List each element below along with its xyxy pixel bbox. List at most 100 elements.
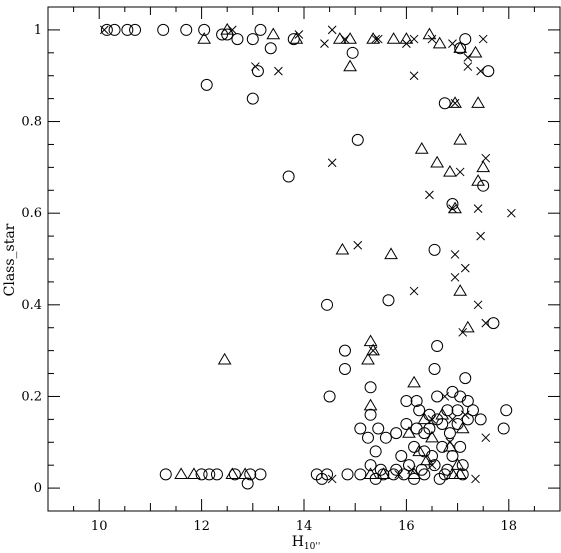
triangle-marker [366,343,380,356]
cross-marker [320,39,329,49]
circle-marker [390,427,403,440]
cross-marker [427,460,437,470]
circle-marker [482,65,495,78]
data-markers [99,22,516,490]
triangle-marker [453,132,468,145]
cross-marker [471,474,480,484]
circle-marker [246,33,259,46]
circle-marker [431,390,444,403]
circle-marker [402,459,415,472]
circle-marker [428,362,441,375]
triangle-marker [425,430,439,443]
triangle-marker [402,426,416,438]
cross-marker [99,25,109,35]
circle-marker [121,23,134,36]
circle-marker [395,450,408,463]
cross-marker [463,53,473,62]
y-tick-label: 0.6 [21,206,42,221]
triangle-marker [445,467,460,480]
x-axis-label-main: H [292,534,304,550]
circle-marker [461,395,474,408]
cross-marker [353,240,363,250]
circle-marker [372,422,385,435]
triangle-marker [468,45,483,58]
circle-marker [446,450,459,463]
triangle-marker [471,174,485,186]
circle-marker [254,23,267,36]
circle-marker [428,243,441,256]
circle-marker [451,404,464,417]
cross-marker [427,34,437,44]
triangle-marker [435,407,450,420]
triangle-marker [363,398,378,411]
circle-marker [210,468,223,481]
cross-marker [327,25,337,35]
circle-marker [241,477,254,490]
x-tick-label: 16 [398,519,415,534]
circle-marker [443,427,456,440]
circle-marker [436,440,449,453]
triangle-marker [363,334,378,347]
circle-marker [369,445,382,458]
y-tick-label: 1 [34,23,42,38]
x-axis-label: H10'' [292,534,321,552]
circle-marker [198,23,211,36]
circle-marker [264,42,277,55]
circle-marker [354,468,367,481]
cross-marker [460,410,470,420]
circle-marker [157,23,170,36]
cross-marker [448,39,457,49]
triangle-marker [217,352,232,365]
x-tick-label: 10 [91,519,108,534]
circle-marker [436,417,449,430]
cross-marker [448,204,457,213]
circle-marker [203,468,216,481]
circle-marker [338,344,351,357]
cross-marker [507,208,516,218]
cross-marker [373,34,383,44]
triangle-marker [220,22,235,35]
x-axis-label-subscript: 10'' [304,542,320,552]
circle-marker [438,97,451,110]
circle-marker [254,468,267,481]
triangle-marker [335,242,350,255]
circle-marker [341,468,354,481]
triangle-marker [453,41,468,53]
cross-marker [440,392,450,401]
circle-marker [487,317,500,330]
y-tick-label: 0.4 [21,298,42,313]
y-tick-label: 0 [34,481,42,496]
cross-marker [460,263,470,273]
circle-marker [108,23,121,36]
triangle-marker [361,352,375,365]
circle-marker [228,468,241,481]
tick-labels: 10 12 14 16 18 0 0.2 0.4 0.6 0.8 1 [21,23,517,534]
triangle-marker [476,160,491,173]
axis-ticks [47,7,561,511]
circle-marker [246,92,259,105]
circle-marker [346,46,359,59]
circle-marker [446,198,459,211]
triangle-marker [174,467,188,480]
cross-marker [368,346,378,355]
cross-marker [473,300,483,310]
cross-marker [394,469,404,479]
cross-marker [450,250,460,259]
circle-marker [500,404,513,417]
cross-marker [274,66,283,76]
circle-marker [244,468,257,481]
circle-marker [459,372,472,385]
circle-marker [400,395,413,408]
cross-marker [450,98,460,108]
circle-marker [351,133,364,146]
cross-marker [445,437,455,447]
circle-marker [410,395,423,408]
y-tick-label: 0.8 [21,115,42,130]
circle-marker [379,431,392,444]
triangle-marker [414,142,429,154]
cross-marker [455,167,465,177]
triangle-marker [430,155,444,168]
circle-marker [497,422,510,435]
cross-marker [251,62,260,71]
x-tick-label: 14 [296,519,313,534]
